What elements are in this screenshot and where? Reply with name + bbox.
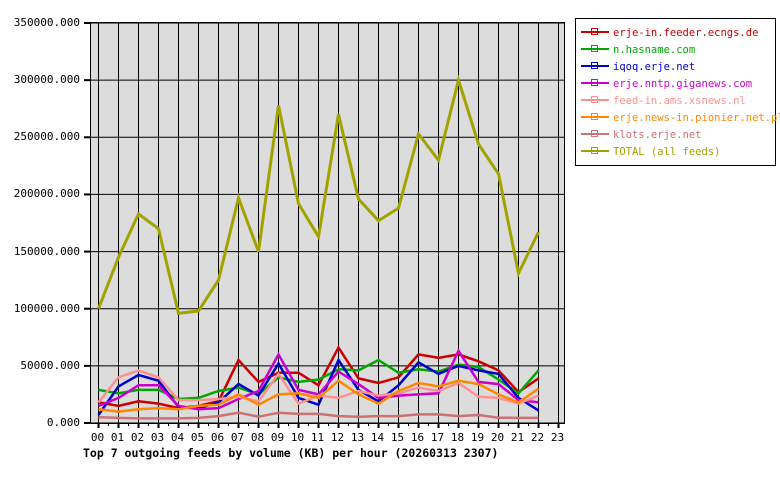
x-tick-label: 22 (530, 431, 545, 444)
x-tick-label: 04 (170, 431, 185, 444)
x-tick-label: 11 (310, 431, 325, 444)
x-tick-label: 09 (270, 431, 285, 444)
series-line-klots-erje-net (98, 411, 539, 420)
series-line-erje-news-in-pionier-net-pl (98, 379, 540, 413)
x-tick-label: 00 (90, 431, 105, 444)
legend-item: feed-in.ams.xsnews.nl (581, 92, 775, 109)
y-tick-label: 200000.000 (13, 187, 80, 201)
legend-item: klots.erje.net (581, 126, 775, 143)
x-tick-label: 05 (190, 431, 205, 444)
x-tick-label: 17 (430, 431, 445, 444)
x-tick-label: 13 (350, 431, 365, 444)
chart-canvas (84, 22, 564, 428)
x-tick-label: 19 (470, 431, 485, 444)
legend-label: feed-in.ams.xsnews.nl (613, 94, 746, 107)
x-tick-label: 03 (150, 431, 165, 444)
legend-item: n.hasname.com (581, 41, 775, 58)
series-line-n-hasname-com (98, 358, 540, 401)
series-line-total-all-feeds- (97, 74, 540, 315)
legend-line-marker-icon (581, 126, 609, 143)
legend-label: iqoq.erje.net (613, 60, 696, 73)
x-tick-label: 18 (450, 431, 465, 444)
x-tick-label: 12 (330, 431, 345, 444)
legend-item: erje.nntp.giganews.com (581, 75, 775, 92)
legend-line-marker-icon (581, 58, 609, 75)
legend-label: erje-in.feeder.ecngs.de (613, 26, 759, 39)
x-tick-label: 07 (230, 431, 245, 444)
series-line-feed-in-ams-xsnews-nl (97, 369, 539, 406)
legend-line-marker-icon (581, 75, 609, 92)
x-tick-label: 06 (210, 431, 225, 444)
y-tick-label: 250000.000 (13, 130, 80, 144)
y-tick-label: 150000.000 (13, 244, 80, 258)
y-tick-label: 300000.000 (13, 73, 80, 87)
x-tick-label: 16 (410, 431, 425, 444)
y-tick-label: 50000.000 (20, 358, 80, 372)
x-tick-label: 01 (110, 431, 125, 444)
x-tick-label: 08 (250, 431, 265, 444)
x-tick-label: 23 (550, 431, 565, 444)
chart-title: Top 7 outgoing feeds by volume (KB) per … (83, 446, 499, 460)
legend-item: erje.news-in.pionier.net.pl (581, 109, 780, 126)
x-tick-label: 20 (490, 431, 505, 444)
legend-label: klots.erje.net (613, 128, 702, 141)
series-line-erje-in-feeder-ecngs-de (98, 345, 540, 410)
x-tick-label: 14 (370, 431, 385, 444)
x-tick-label: 02 (130, 431, 145, 444)
legend-item: iqoq.erje.net (581, 58, 775, 75)
y-tick-label: 100000.000 (13, 301, 80, 315)
legend-label: TOTAL (all feeds) (613, 145, 721, 158)
x-tick-label: 15 (390, 431, 405, 444)
plot-area (84, 22, 565, 428)
legend-line-marker-icon (581, 24, 609, 41)
legend-box: erje-in.feeder.ecngs.de n.hasname.com iqoq… (575, 18, 780, 166)
y-tick-label: 350000.000 (13, 16, 80, 29)
x-tick-label: 10 (290, 431, 305, 444)
legend-line-marker-icon (581, 109, 609, 126)
x-tick-label: 21 (510, 431, 525, 444)
legend-item: TOTAL (all feeds) (581, 143, 775, 160)
legend-label: n.hasname.com (613, 43, 696, 56)
legend-line-marker-icon (581, 92, 609, 109)
legend-line-marker-icon (581, 143, 609, 160)
legend-label: erje.news-in.pionier.net.pl (613, 111, 780, 124)
legend-line-marker-icon (581, 41, 609, 58)
legend-item: erje-in.feeder.ecngs.de (581, 24, 775, 41)
legend-label: erje.nntp.giganews.com (613, 77, 753, 90)
y-tick-label: 0.000 (46, 416, 80, 429)
